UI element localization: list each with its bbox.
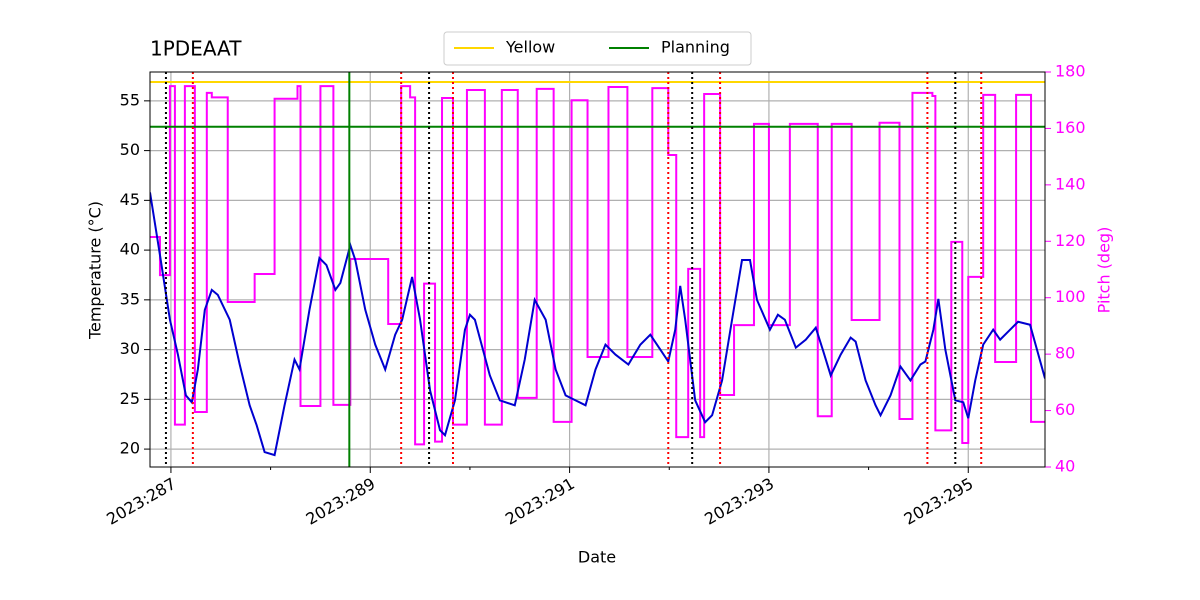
y2-tick-label: 120 bbox=[1055, 231, 1086, 250]
plot-frame bbox=[149, 71, 1046, 468]
y2-tick-label: 80 bbox=[1055, 344, 1075, 363]
chart-title: 1PDEAAT bbox=[150, 37, 242, 61]
y-tick-label: 40 bbox=[120, 240, 140, 259]
x-tick-label: 2023:291 bbox=[502, 474, 578, 529]
y-tick-label: 20 bbox=[120, 439, 140, 458]
legend-box bbox=[443, 31, 752, 66]
y2-tick-label: 60 bbox=[1055, 400, 1075, 419]
x-tick-label: 2023:287 bbox=[103, 474, 179, 529]
y2-tick-label: 160 bbox=[1055, 118, 1086, 137]
x-tick-label: 2023:289 bbox=[303, 474, 379, 529]
y2-tick-label: 40 bbox=[1055, 457, 1075, 476]
y-tick-label: 35 bbox=[120, 289, 140, 308]
plot-area bbox=[150, 72, 1045, 467]
y-tick-label: 45 bbox=[120, 190, 140, 209]
y-tick-label: 50 bbox=[120, 140, 140, 159]
legend-label: Planning bbox=[661, 38, 730, 57]
y-axis-label: Temperature (°C) bbox=[86, 201, 105, 340]
legend-label: Yellow bbox=[505, 38, 555, 57]
x-tick-label: 2023:293 bbox=[701, 474, 777, 529]
y2-tick-label: 180 bbox=[1055, 62, 1086, 81]
series-line bbox=[150, 85, 1045, 446]
y-tick-label: 25 bbox=[120, 389, 140, 408]
y-tick-label: 30 bbox=[120, 339, 140, 358]
series-line bbox=[150, 192, 1045, 457]
x-axis-label: Date bbox=[578, 548, 616, 567]
y-tick-label: 55 bbox=[120, 90, 140, 109]
x-tick-label: 2023:295 bbox=[901, 474, 977, 529]
y2-tick-label: 140 bbox=[1055, 174, 1086, 193]
y2-tick-label: 100 bbox=[1055, 287, 1086, 306]
y2-axis-label: Pitch (deg) bbox=[1095, 227, 1114, 314]
